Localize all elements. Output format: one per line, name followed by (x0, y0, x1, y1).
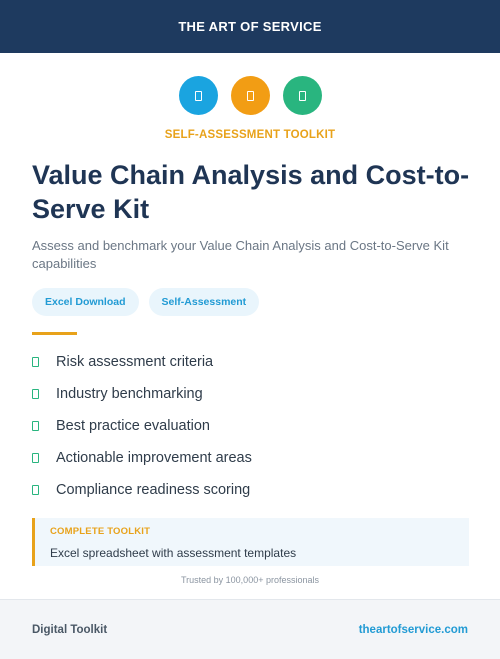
kicker-label: SELF-ASSESSMENT TOOLKIT (164, 129, 336, 141)
trust-line: Trusted by 100,000+ professionals (180, 575, 319, 585)
toolkit-callout: COMPLETE TOOLKIT Excel spreadsheet with … (32, 518, 469, 566)
check-icon (32, 389, 39, 399)
check-icon (32, 357, 39, 367)
icon-circle-green (282, 76, 322, 115)
check-icon (32, 453, 39, 463)
tag-self-assessment: Self-Assessment (148, 288, 260, 316)
footer-bar: Digital Toolkit theartofservice.com (0, 599, 500, 659)
list-item: Compliance readiness scoring (32, 474, 252, 506)
header-bar: THE ART OF SERVICE (0, 0, 500, 53)
list-item: Best practice evaluation (32, 410, 252, 442)
check-icon (32, 485, 39, 495)
document-icon (194, 90, 202, 101)
callout-text: Excel spreadsheet with assessment templa… (50, 546, 297, 560)
brand-name: THE ART OF SERVICE (178, 19, 322, 34)
tag-list: Excel Download Self-Assessment (32, 288, 260, 316)
feature-label: Best practice evaluation (56, 418, 210, 434)
feature-label: Industry benchmarking (56, 386, 203, 402)
icon-row (0, 76, 500, 115)
icon-circle-orange (230, 76, 270, 115)
footer-website-link[interactable]: theartofservice.com (358, 623, 468, 636)
accent-divider (32, 332, 77, 335)
document-icon (298, 90, 306, 101)
list-item: Actionable improvement areas (32, 442, 252, 474)
page-title: Value Chain Analysis and Cost-to-Serve K… (32, 160, 470, 224)
footer-label: Digital Toolkit (32, 623, 108, 636)
list-item: Risk assessment criteria (32, 346, 252, 378)
icon-circle-blue (178, 76, 218, 115)
page-subtitle: Assess and benchmark your Value Chain An… (32, 238, 449, 271)
feature-label: Compliance readiness scoring (56, 482, 251, 498)
feature-label: Risk assessment criteria (56, 354, 214, 370)
callout-label: COMPLETE TOOLKIT (50, 526, 151, 537)
check-icon (32, 421, 39, 431)
feature-label: Actionable improvement areas (56, 450, 252, 466)
document-icon (246, 90, 254, 101)
feature-list: Risk assessment criteria Industry benchm… (32, 346, 252, 506)
tag-excel-download: Excel Download (32, 288, 139, 316)
list-item: Industry benchmarking (32, 378, 252, 410)
